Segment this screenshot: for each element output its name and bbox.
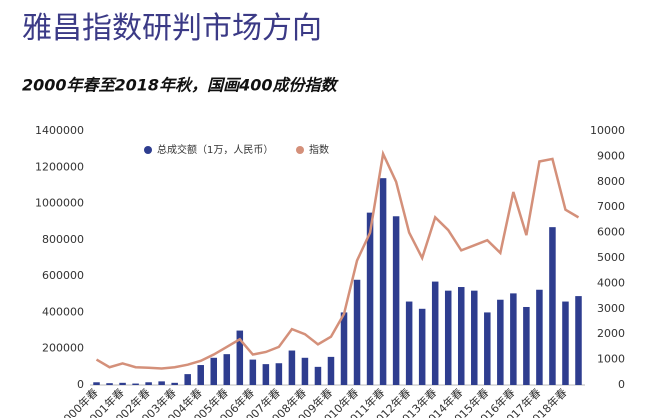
- bar: [484, 312, 491, 385]
- bar: [93, 382, 100, 385]
- y-tick-label: 600000: [42, 269, 84, 282]
- y2-tick-label: 4000: [597, 276, 625, 289]
- bar: [223, 354, 231, 385]
- bar: [340, 312, 348, 385]
- bar: [145, 382, 152, 385]
- bar: [562, 301, 569, 385]
- bar: [405, 301, 413, 385]
- bar: [353, 279, 361, 385]
- bar: [275, 363, 283, 385]
- legend-swatch: [296, 146, 304, 154]
- y2-tick-label: 2000: [597, 327, 625, 340]
- chart-title: 雅昌指数研判市场方向: [22, 11, 322, 46]
- y2-tick-label: 3000: [597, 302, 625, 315]
- y-tick-label: 800000: [42, 233, 84, 246]
- bar: [366, 212, 374, 385]
- y2-tick-label: 8000: [597, 175, 625, 188]
- bar: [549, 227, 556, 385]
- bar: [314, 366, 322, 385]
- bar: [132, 383, 139, 385]
- bar: [119, 382, 126, 385]
- legend-swatch: [144, 146, 152, 154]
- bar: [457, 287, 465, 385]
- line: [95, 149, 580, 370]
- y2-tick-label: 10000: [590, 124, 625, 137]
- y2-tick-label: 0: [618, 378, 625, 391]
- bar: [171, 382, 178, 385]
- y-tick-label: 200000: [42, 342, 84, 355]
- bar: [379, 178, 387, 385]
- bar: [197, 365, 204, 385]
- y2-tick-label: 9000: [597, 149, 625, 162]
- chart-subtitle: 2000年春至2018年秋，国画400成份指数: [22, 76, 339, 95]
- bar: [510, 293, 517, 385]
- legend-label: 指数: [309, 143, 329, 156]
- bar: [418, 308, 426, 385]
- y2-tick-label: 6000: [597, 226, 625, 239]
- bar: [236, 330, 244, 385]
- bar: [106, 383, 113, 385]
- bar: [184, 374, 191, 385]
- bar: [288, 350, 296, 385]
- y2-tick-label: 7000: [597, 200, 625, 213]
- y2-tick-label: 5000: [597, 251, 625, 264]
- y-tick-label: 1200000: [35, 160, 84, 173]
- bar: [210, 357, 218, 385]
- bar: [444, 290, 452, 385]
- y2-tick-label: 1000: [597, 353, 625, 366]
- bar: [262, 364, 270, 385]
- legend-label: 总成交额（1万，人民币）: [157, 143, 273, 156]
- bar: [575, 296, 582, 385]
- bar: [392, 216, 400, 385]
- bar: [523, 306, 530, 385]
- y-tick-label: 1000000: [35, 197, 84, 210]
- bar: [158, 381, 165, 385]
- bar: [497, 299, 504, 385]
- bar: [536, 289, 543, 385]
- y-tick-label: 400000: [42, 305, 84, 318]
- bar: [471, 290, 478, 385]
- y-tick-label: 1400000: [35, 124, 84, 137]
- bar: [431, 281, 439, 385]
- bar: [327, 356, 335, 385]
- y-tick-label: 0: [77, 378, 84, 391]
- bar: [301, 357, 309, 385]
- bar: [249, 359, 257, 385]
